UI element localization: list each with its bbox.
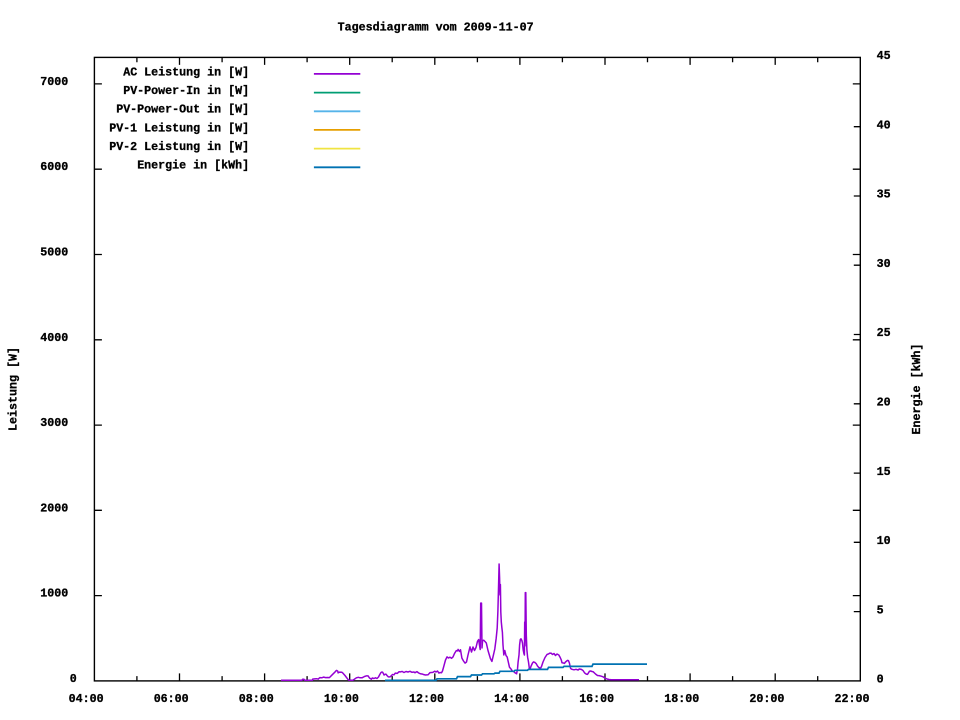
svg-text:AC Leistung in [W]: AC Leistung in [W] (123, 65, 249, 79)
svg-text:PV-2 Leistung in [W]: PV-2 Leistung in [W] (109, 140, 249, 154)
svg-text:3000: 3000 (40, 416, 68, 430)
svg-text:0: 0 (877, 673, 884, 687)
svg-text:15: 15 (877, 465, 891, 479)
svg-text:5000: 5000 (40, 246, 68, 260)
svg-text:Leistung [W]: Leistung [W] (6, 347, 20, 431)
svg-text:PV-1 Leistung in [W]: PV-1 Leistung in [W] (109, 121, 249, 135)
svg-text:10:00: 10:00 (324, 692, 359, 706)
svg-text:18:00: 18:00 (664, 692, 699, 706)
svg-text:Energie in [kWh]: Energie in [kWh] (137, 159, 249, 173)
svg-text:6000: 6000 (40, 160, 68, 174)
svg-text:10: 10 (877, 534, 891, 548)
svg-text:1000: 1000 (40, 587, 68, 601)
svg-text:22:00: 22:00 (835, 692, 870, 706)
svg-text:35: 35 (877, 188, 891, 202)
svg-text:PV-Power-In in [W]: PV-Power-In in [W] (123, 84, 249, 98)
svg-text:40: 40 (877, 118, 891, 132)
svg-text:Energie [kWh]: Energie [kWh] (910, 344, 924, 435)
svg-text:4000: 4000 (40, 331, 68, 345)
svg-text:Tagesdiagramm vom 2009-11-07: Tagesdiagramm vom 2009-11-07 (338, 21, 534, 35)
svg-text:08:00: 08:00 (239, 692, 274, 706)
svg-text:0: 0 (70, 672, 77, 686)
svg-text:20:00: 20:00 (749, 692, 784, 706)
svg-text:7000: 7000 (40, 75, 68, 89)
svg-text:25: 25 (877, 326, 891, 340)
svg-text:14:00: 14:00 (494, 692, 529, 706)
svg-text:30: 30 (877, 257, 891, 271)
svg-text:2000: 2000 (40, 501, 68, 515)
svg-text:5: 5 (877, 603, 884, 617)
svg-text:16:00: 16:00 (579, 692, 614, 706)
svg-text:45: 45 (877, 49, 891, 63)
svg-text:04:00: 04:00 (69, 692, 104, 706)
svg-text:12:00: 12:00 (409, 692, 444, 706)
svg-text:06:00: 06:00 (154, 692, 189, 706)
svg-text:PV-Power-Out in [W]: PV-Power-Out in [W] (116, 103, 249, 117)
svg-text:20: 20 (877, 396, 891, 410)
